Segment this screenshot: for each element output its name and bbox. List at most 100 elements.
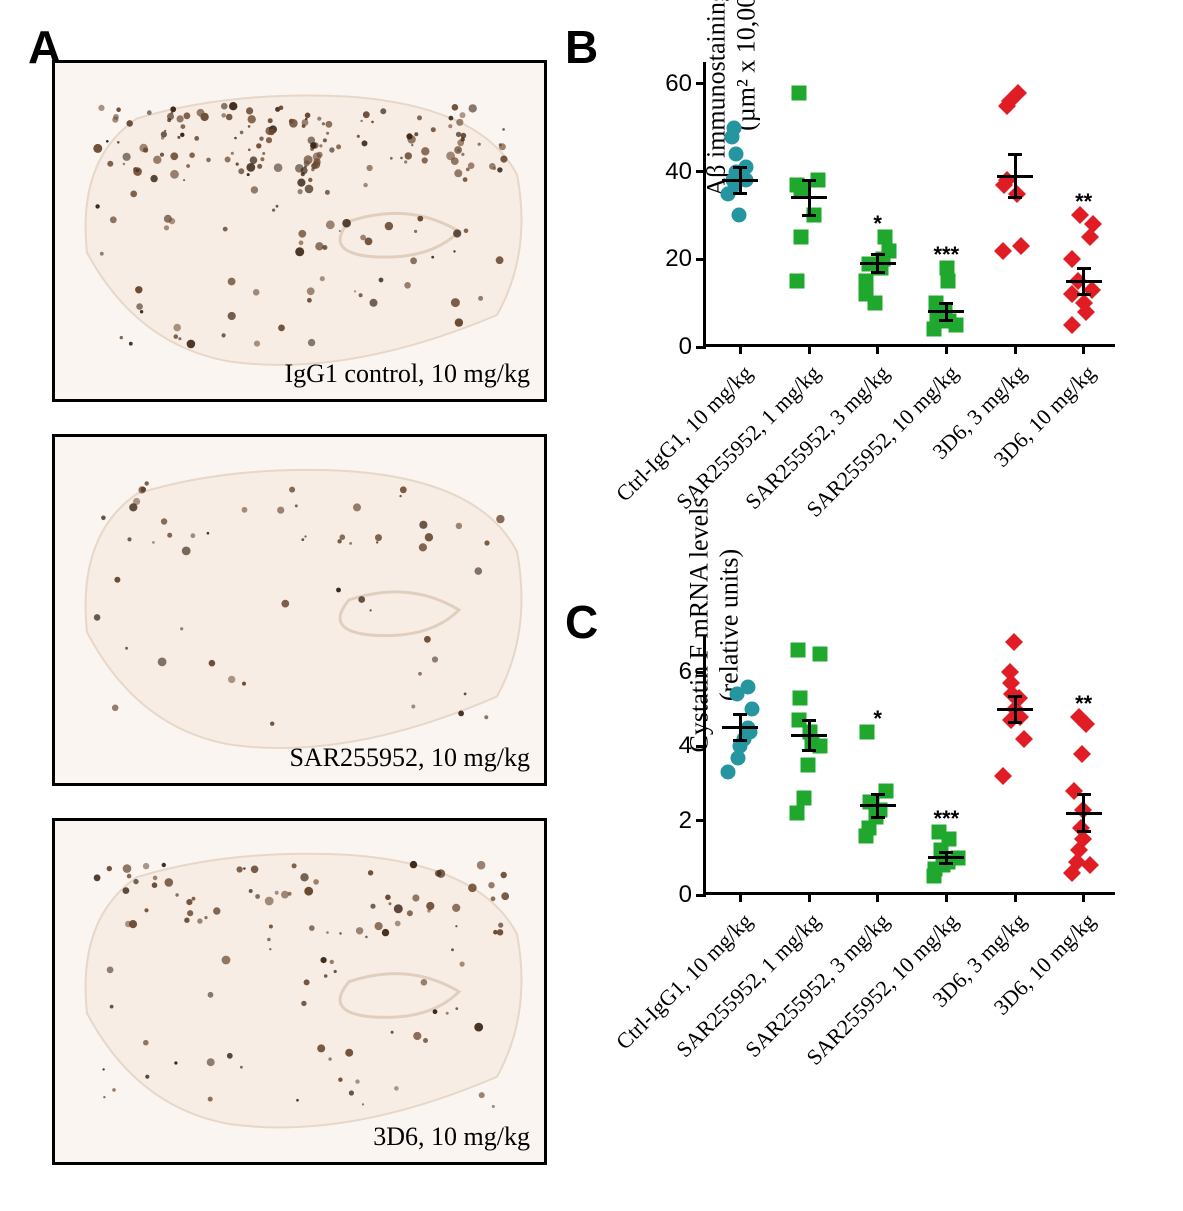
significance-marker: *** [933, 242, 959, 268]
error-bar-cap [939, 851, 953, 854]
x-tick [1082, 344, 1085, 354]
micrograph-label: IgG1 control, 10 mg/kg [284, 359, 530, 389]
data-point [879, 784, 894, 799]
data-point [994, 242, 1012, 260]
error-bar-cap [1077, 830, 1091, 833]
data-point [1012, 237, 1030, 255]
chart-c-plot-box: 0246Ctrl-IgG1, 10 mg/kgSAR255952, 1 mg/k… [703, 635, 1115, 895]
error-bar [1082, 795, 1085, 832]
chart-b-plot-area: 0204060Ctrl-IgG1, 10 mg/kgSAR255952, 1 m… [703, 62, 1115, 347]
chart-c-plot-area: 0246Ctrl-IgG1, 10 mg/kgSAR255952, 1 mg/k… [703, 635, 1115, 895]
data-point [1001, 663, 1019, 681]
data-point [1072, 819, 1090, 837]
error-bar-cap [871, 793, 885, 796]
x-tick [876, 344, 879, 354]
error-bar-cap [733, 192, 747, 195]
error-bar [876, 795, 879, 817]
data-point [812, 646, 827, 661]
data-point [1009, 84, 1027, 102]
error-bar [739, 167, 742, 193]
x-tick [945, 344, 948, 354]
x-tick [945, 892, 948, 902]
error-bar [876, 255, 879, 273]
data-point [1015, 730, 1033, 748]
data-point [790, 274, 805, 289]
error-bar [1014, 154, 1017, 198]
data-point [741, 680, 756, 695]
error-bar-cap [1077, 793, 1091, 796]
x-tick [739, 344, 742, 354]
error-bar-cap [1077, 267, 1091, 270]
error-bar-cap [802, 719, 816, 722]
y-tick-label: 0 [679, 333, 706, 361]
data-point [940, 274, 955, 289]
panel-a-micrograph-column: IgG1 control, 10 mg/kg SAR255952, 10 mg/k… [52, 60, 547, 1165]
error-bar [945, 303, 948, 321]
data-point [796, 791, 811, 806]
data-point [1065, 782, 1083, 800]
error-bar-cap [1008, 721, 1022, 724]
data-point [1073, 745, 1091, 763]
error-bar-cap [1077, 293, 1091, 296]
data-point [994, 767, 1012, 785]
x-tick [808, 892, 811, 902]
error-bar [1014, 696, 1017, 722]
brain-section [67, 839, 532, 1144]
data-point [729, 147, 744, 162]
significance-marker: * [873, 211, 882, 237]
error-bar-cap [1008, 196, 1022, 199]
error-bar-cap [733, 713, 747, 716]
y-tick-label: 6 [679, 658, 706, 686]
error-bar-cap [871, 271, 885, 274]
data-point [791, 85, 806, 100]
micrograph: 3D6, 10 mg/kg [52, 818, 547, 1165]
brain-section [67, 455, 532, 765]
panel-label-b: B [565, 20, 598, 74]
micrograph: IgG1 control, 10 mg/kg [52, 60, 547, 402]
panel-label-c: C [565, 595, 598, 649]
data-point [859, 274, 874, 289]
error-bar [739, 715, 742, 741]
data-point [721, 765, 736, 780]
data-point [790, 806, 805, 821]
data-point [1068, 853, 1086, 871]
error-bar [808, 720, 811, 750]
data-point [927, 322, 942, 337]
data-point [791, 642, 806, 657]
micrograph-label: SAR255952, 10 mg/kg [289, 743, 530, 773]
error-bar-cap [939, 862, 953, 865]
significance-marker: * [873, 706, 882, 732]
error-bar-cap [871, 253, 885, 256]
error-bar-cap [733, 739, 747, 742]
data-point [1005, 633, 1023, 651]
significance-marker: *** [933, 806, 959, 832]
data-point [800, 758, 815, 773]
x-tick [808, 344, 811, 354]
error-bar-cap [1008, 695, 1022, 698]
panel-c-chart: Cystatin F mRNA levels (relative units) … [605, 625, 1165, 1155]
micrograph: SAR255952, 10 mg/kg [52, 434, 547, 786]
error-bar-cap [802, 179, 816, 182]
error-bar-cap [802, 214, 816, 217]
y-tick-label: 2 [679, 807, 706, 835]
x-tick [1014, 892, 1017, 902]
y-tick-label: 0 [679, 881, 706, 909]
brain-section [67, 81, 532, 381]
chart-b-plot-box: 0204060Ctrl-IgG1, 10 mg/kgSAR255952, 1 m… [703, 62, 1115, 347]
micrograph-label: 3D6, 10 mg/kg [373, 1122, 530, 1152]
data-point [868, 296, 883, 311]
y-tick-label: 20 [665, 245, 706, 273]
data-point [726, 120, 741, 135]
error-bar-cap [939, 319, 953, 322]
y-tick-label: 40 [665, 158, 706, 186]
error-bar [808, 180, 811, 215]
x-tick [1014, 344, 1017, 354]
error-bar-cap [733, 166, 747, 169]
x-tick [876, 892, 879, 902]
error-bar-cap [939, 302, 953, 305]
significance-marker: ** [1075, 189, 1092, 215]
x-tick [1082, 892, 1085, 902]
data-point [731, 208, 746, 223]
y-tick-label: 60 [665, 70, 706, 98]
error-bar [1082, 268, 1085, 294]
